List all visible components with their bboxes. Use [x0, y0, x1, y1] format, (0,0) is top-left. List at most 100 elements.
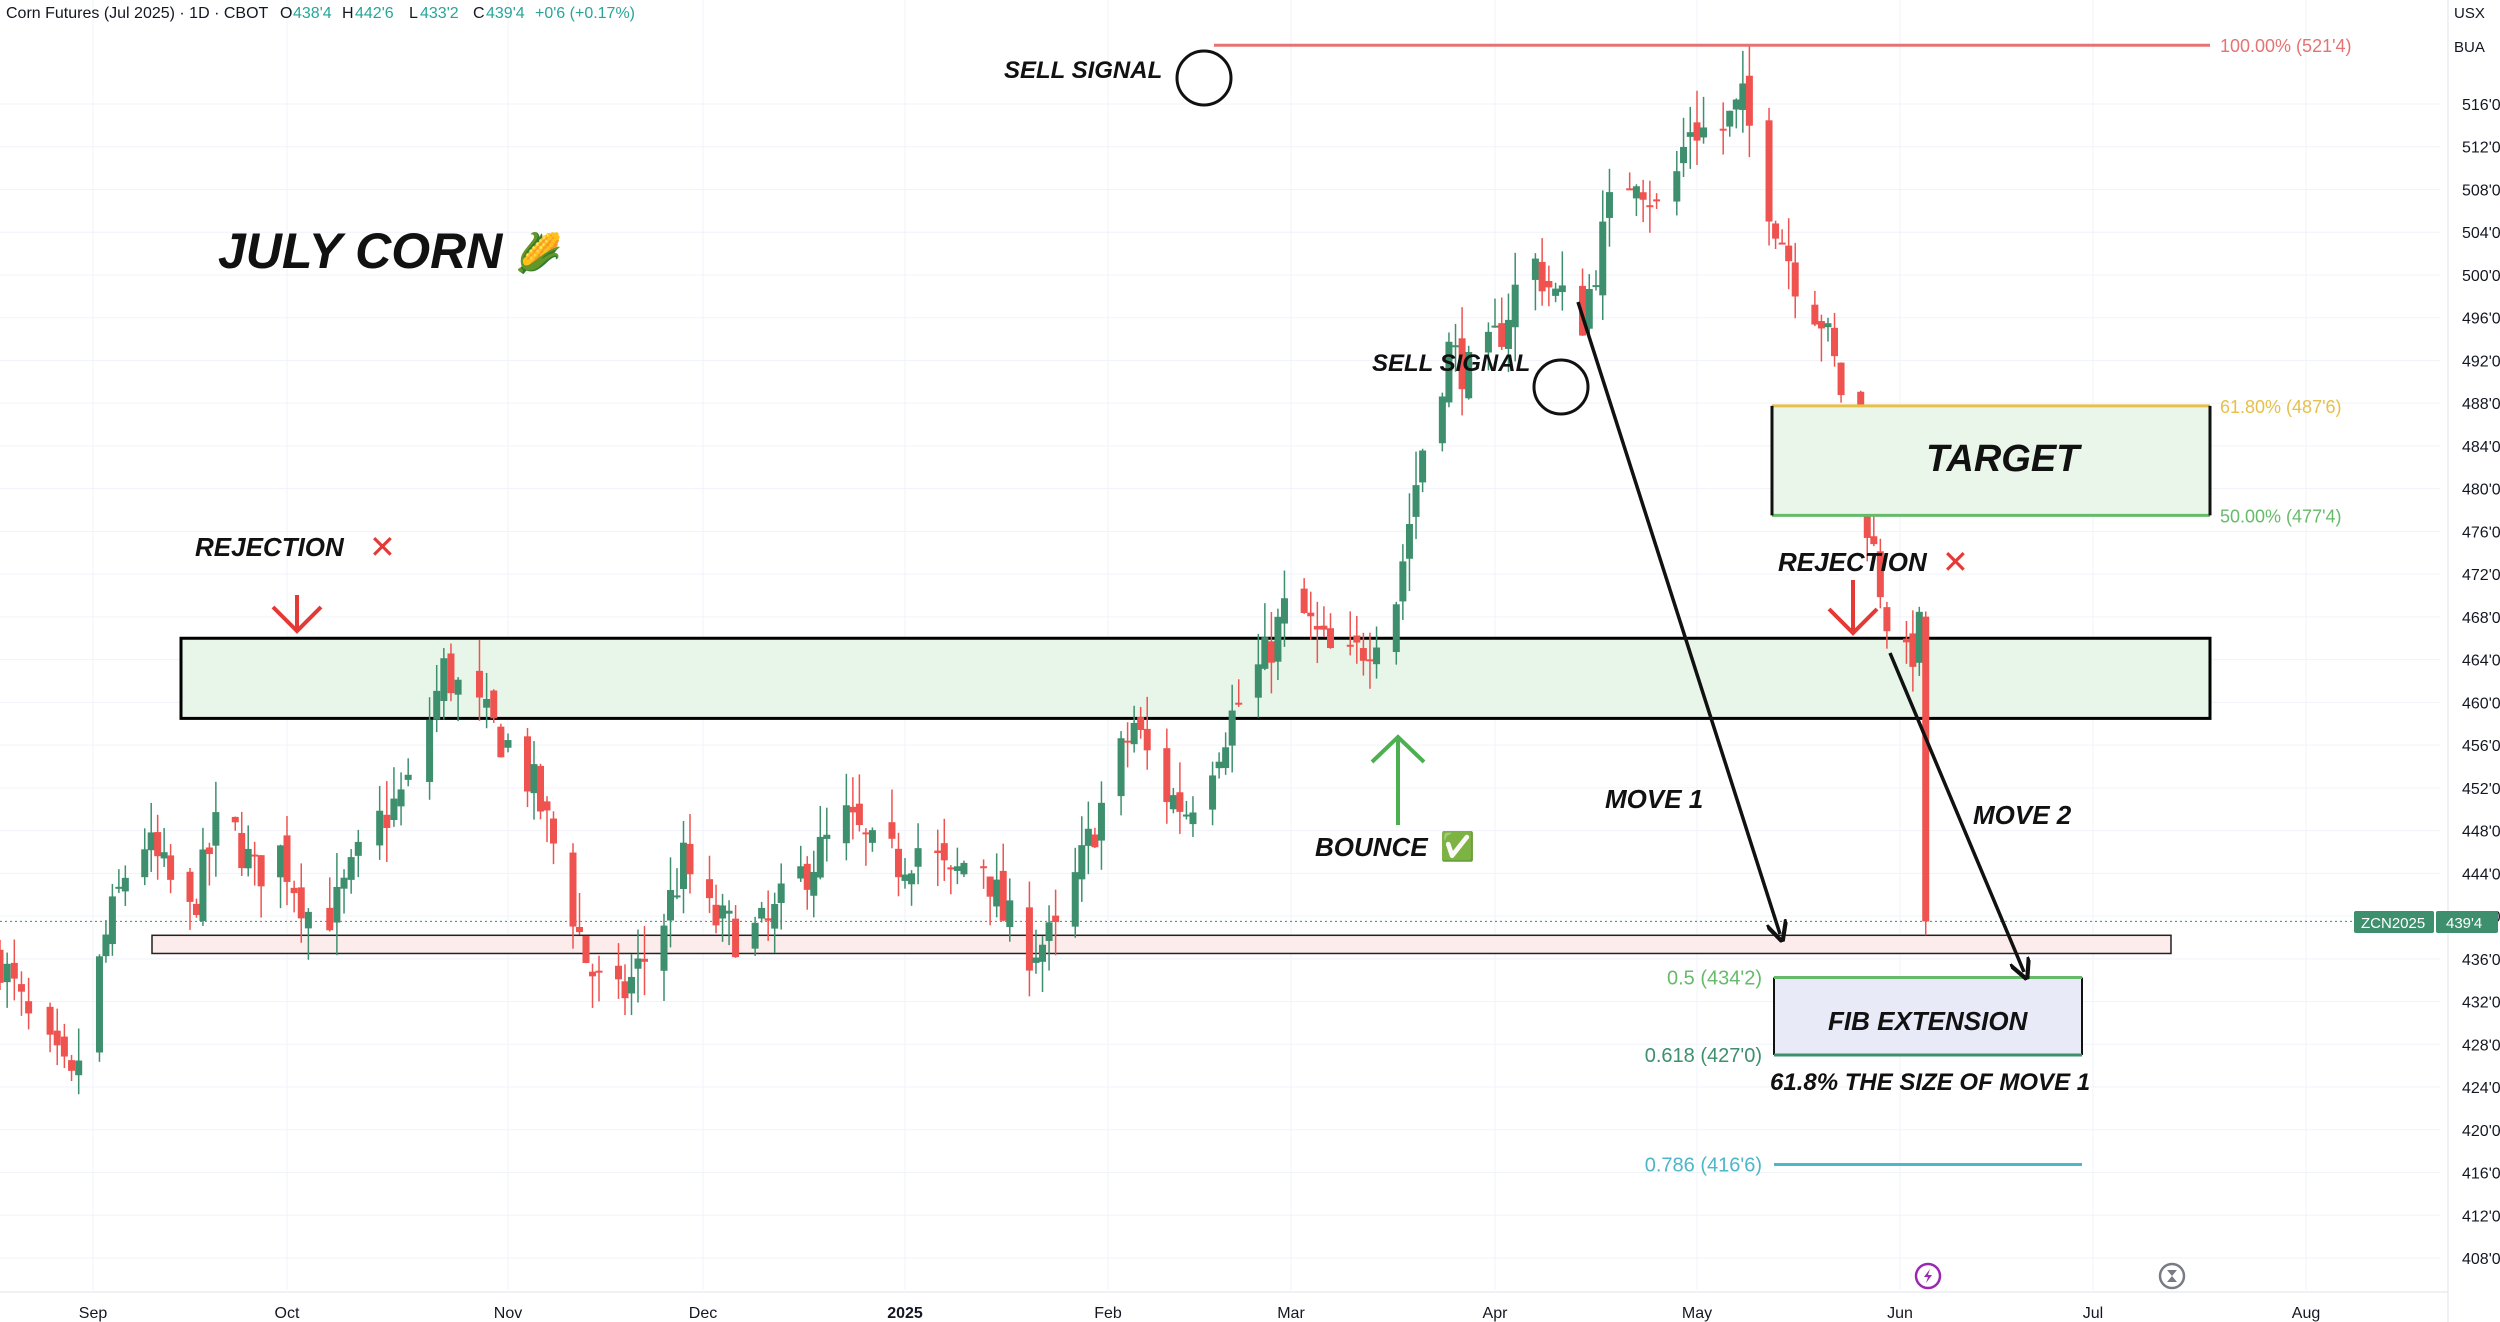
x-tick-label[interactable]: Nov — [494, 1305, 522, 1322]
candle-body — [238, 832, 246, 869]
y-tick-label[interactable]: 428'0 — [2462, 1037, 2500, 1054]
x-tick-label[interactable]: Oct — [275, 1305, 300, 1322]
sell-signal-circle-1 — [1175, 49, 1233, 107]
y-tick-label[interactable]: 496'0 — [2462, 311, 2500, 328]
low-label: L — [409, 5, 418, 22]
y-tick-label[interactable]: 480'0 — [2462, 482, 2500, 499]
candle-body — [1320, 625, 1328, 630]
candle-body — [1452, 345, 1460, 348]
candle-body — [1045, 922, 1053, 941]
y-tick-label[interactable]: 452'0 — [2462, 781, 2500, 798]
candle-body — [115, 886, 123, 889]
candle-body — [1078, 845, 1086, 880]
price-tag[interactable] — [2436, 911, 2498, 933]
rejection-arrow-2 — [1827, 580, 1879, 636]
candle-body — [1693, 122, 1701, 141]
y-tick-label[interactable]: 464'0 — [2462, 653, 2500, 670]
y-tick-label[interactable]: 436'0 — [2462, 952, 2500, 969]
candle-body — [667, 890, 674, 921]
candle-body — [1346, 644, 1354, 647]
y-tick-label[interactable]: 492'0 — [2462, 353, 2500, 370]
y-tick-label[interactable]: 456'0 — [2462, 738, 2500, 755]
y-tick-label[interactable]: 412'0 — [2462, 1208, 2500, 1225]
x-tick-label[interactable]: Dec — [689, 1305, 717, 1322]
candle-body — [454, 679, 462, 695]
price-tag-text: 439'4 — [2446, 915, 2482, 932]
y-tick-label[interactable]: 408'0 — [2462, 1251, 2500, 1268]
arrow-head — [1370, 734, 1426, 764]
y-tick-label[interactable]: 508'0 — [2462, 182, 2500, 199]
candle-body — [771, 903, 779, 929]
candle-body — [1399, 561, 1407, 602]
x-tick-label[interactable]: 2025 — [887, 1305, 923, 1322]
candle-body — [390, 798, 398, 821]
low-value: 433'2 — [420, 5, 459, 22]
move-2-label: MOVE 2 — [1973, 800, 2072, 830]
currency-label[interactable]: USX — [2454, 5, 2485, 22]
x-tick-label[interactable]: Apr — [1483, 1305, 1509, 1322]
candle-body — [1837, 362, 1845, 396]
x-tick-label[interactable]: May — [1682, 1305, 1712, 1322]
x-tick-label[interactable]: Feb — [1094, 1305, 1122, 1322]
y-tick-label[interactable]: 448'0 — [2462, 824, 2500, 841]
y-tick-label[interactable]: 472'0 — [2462, 567, 2500, 584]
candle-body — [426, 719, 434, 782]
candle-body — [304, 911, 312, 929]
rejection-arrow-1 — [271, 595, 323, 634]
candle-body — [1511, 284, 1519, 328]
symbol-title[interactable]: Corn Futures (Jul 2025) · 1D · CBOT — [6, 5, 269, 22]
x-tick-label[interactable]: Mar — [1277, 1305, 1305, 1322]
clock-icon[interactable] — [2158, 1262, 2186, 1290]
y-tick-label[interactable]: 500'0 — [2462, 268, 2500, 285]
lightning-icon[interactable] — [1914, 1262, 1942, 1290]
candle-body — [1700, 127, 1708, 138]
y-tick-label[interactable]: 420'0 — [2462, 1123, 2500, 1140]
candle-body — [1032, 957, 1040, 963]
candle-body — [823, 834, 831, 839]
candle-body — [75, 1060, 83, 1076]
y-tick-label[interactable]: 512'0 — [2462, 140, 2500, 157]
y-tick-label[interactable]: 504'0 — [2462, 225, 2500, 242]
candle-body — [1876, 551, 1884, 598]
candle-body — [1254, 664, 1262, 698]
candle-body — [550, 818, 557, 844]
symbol-tag[interactable] — [2354, 911, 2434, 933]
candle-body — [888, 822, 896, 839]
candle-body — [1653, 199, 1661, 202]
candle-body — [868, 830, 876, 843]
y-tick-label[interactable]: 488'0 — [2462, 396, 2500, 413]
candle-body — [397, 789, 405, 807]
candle-body — [1228, 710, 1236, 746]
y-tick-label[interactable]: 416'0 — [2462, 1166, 2500, 1183]
candle-body — [1366, 659, 1374, 662]
candles-layer — [0, 44, 1930, 1095]
candle-body — [1189, 812, 1197, 825]
candle-body — [732, 918, 740, 958]
x-tick-label[interactable]: Aug — [2292, 1305, 2320, 1322]
y-tick-label[interactable]: 460'0 — [2462, 695, 2500, 712]
candle-body — [1039, 944, 1047, 962]
x-tick-label[interactable]: Jul — [2083, 1305, 2103, 1322]
sell-signal-circle-2 — [1532, 358, 1590, 416]
candle-body — [1922, 616, 1930, 922]
y-tick-label[interactable]: 516'0 — [2462, 97, 2500, 114]
unit-label[interactable]: BUA — [2454, 39, 2485, 56]
candle-body — [167, 855, 175, 880]
candle-body — [712, 904, 720, 926]
candle-body — [340, 877, 348, 889]
y-tick-label[interactable]: 468'0 — [2462, 610, 2500, 627]
open-value: 438'4 — [293, 5, 332, 22]
x-tick-label[interactable]: Jun — [1887, 1305, 1913, 1322]
candle-body — [160, 852, 168, 859]
candle-body — [934, 850, 942, 854]
candle-body — [1909, 633, 1917, 667]
candle-body — [1745, 75, 1753, 126]
y-tick-label[interactable]: 476'0 — [2462, 524, 2500, 541]
y-tick-label[interactable]: 432'0 — [2462, 995, 2500, 1012]
x-tick-label[interactable]: Sep — [79, 1305, 108, 1322]
y-tick-label[interactable]: 424'0 — [2462, 1080, 2500, 1097]
y-tick-label[interactable]: 444'0 — [2462, 866, 2500, 883]
y-tick-label[interactable]: 484'0 — [2462, 439, 2500, 456]
